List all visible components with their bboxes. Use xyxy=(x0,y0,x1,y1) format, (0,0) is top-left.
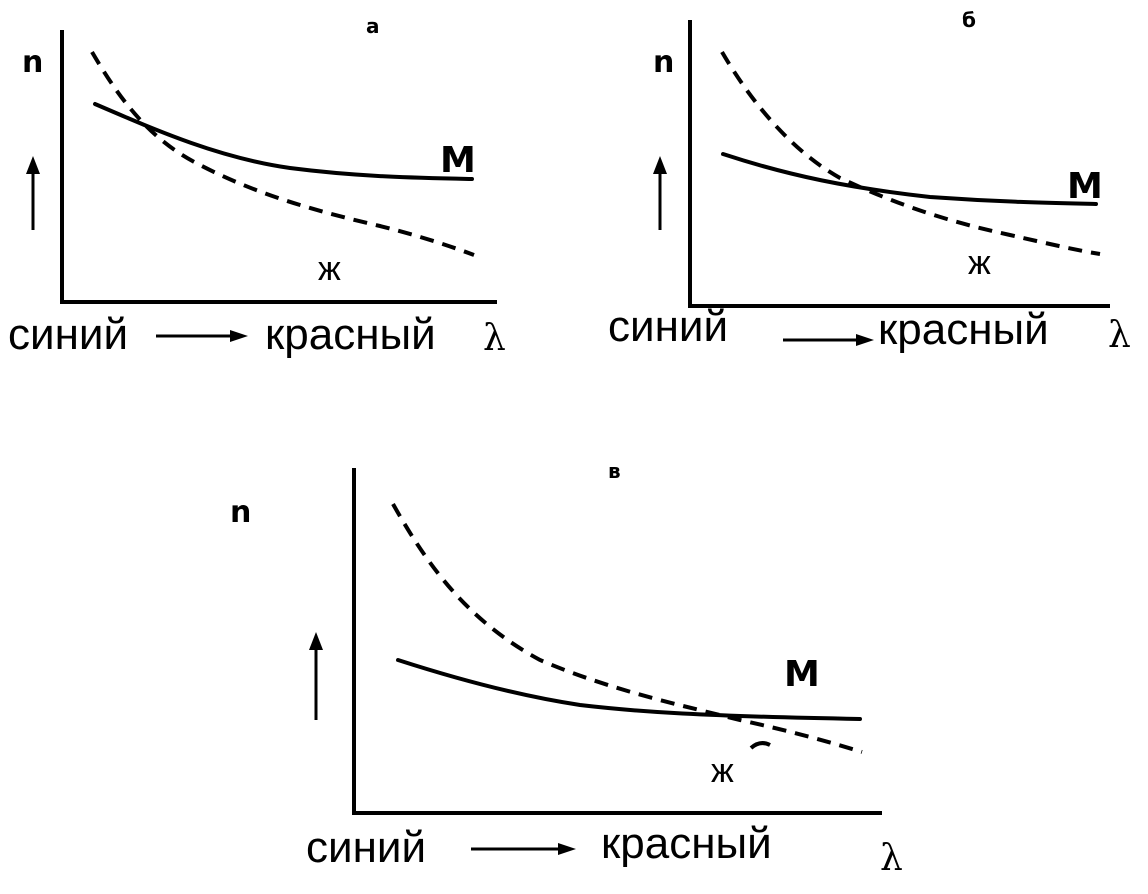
x-arrow-icon xyxy=(471,843,576,855)
dashed-curve xyxy=(720,50,1101,256)
x-arrow-icon xyxy=(783,334,874,346)
dashed-curve xyxy=(391,503,863,754)
y-axis-symbol: n xyxy=(230,495,251,530)
panel-a: а n М ж синий красный λ xyxy=(8,14,506,359)
panel-letter: в xyxy=(608,459,621,483)
x-right-word: красный xyxy=(265,310,436,359)
solid-curve-label: М xyxy=(1067,166,1103,207)
y-axis-symbol: n xyxy=(653,45,674,80)
x-right-word: красный xyxy=(601,819,772,868)
y-arrow-icon xyxy=(26,156,40,230)
solid-curve xyxy=(93,102,474,181)
panel-b: б n М ж синий красный λ xyxy=(608,8,1131,356)
x-right-word: красный xyxy=(878,305,1049,354)
x-axis-symbol: λ xyxy=(880,838,903,879)
dashed-curve-label: ж xyxy=(711,752,734,790)
x-left-word: синий xyxy=(306,823,426,872)
solid-curve-label: М xyxy=(784,654,820,695)
solid-curve xyxy=(721,152,1098,206)
panel-v: в n М ж синий красный λ xyxy=(230,459,903,879)
x-left-word: синий xyxy=(8,310,128,359)
dashed-curve xyxy=(90,50,475,257)
y-arrow-icon xyxy=(309,632,323,720)
dashed-curve-label: ж xyxy=(968,244,991,282)
x-axis-symbol: λ xyxy=(483,318,506,359)
solid-curve xyxy=(396,658,862,721)
x-arrow-icon xyxy=(156,330,248,342)
y-axis-symbol: n xyxy=(22,45,43,80)
small-mark xyxy=(749,741,771,750)
y-arrow-icon xyxy=(653,156,667,230)
x-axis-symbol: λ xyxy=(1108,315,1131,356)
dashed-curve-label: ж xyxy=(318,250,341,288)
panel-letter: б xyxy=(962,8,976,32)
axes xyxy=(60,30,497,304)
axes xyxy=(688,20,1110,308)
axes xyxy=(352,468,882,815)
solid-curve-label: М xyxy=(440,140,476,181)
panel-letter: а xyxy=(366,14,380,38)
x-left-word: синий xyxy=(608,302,728,351)
